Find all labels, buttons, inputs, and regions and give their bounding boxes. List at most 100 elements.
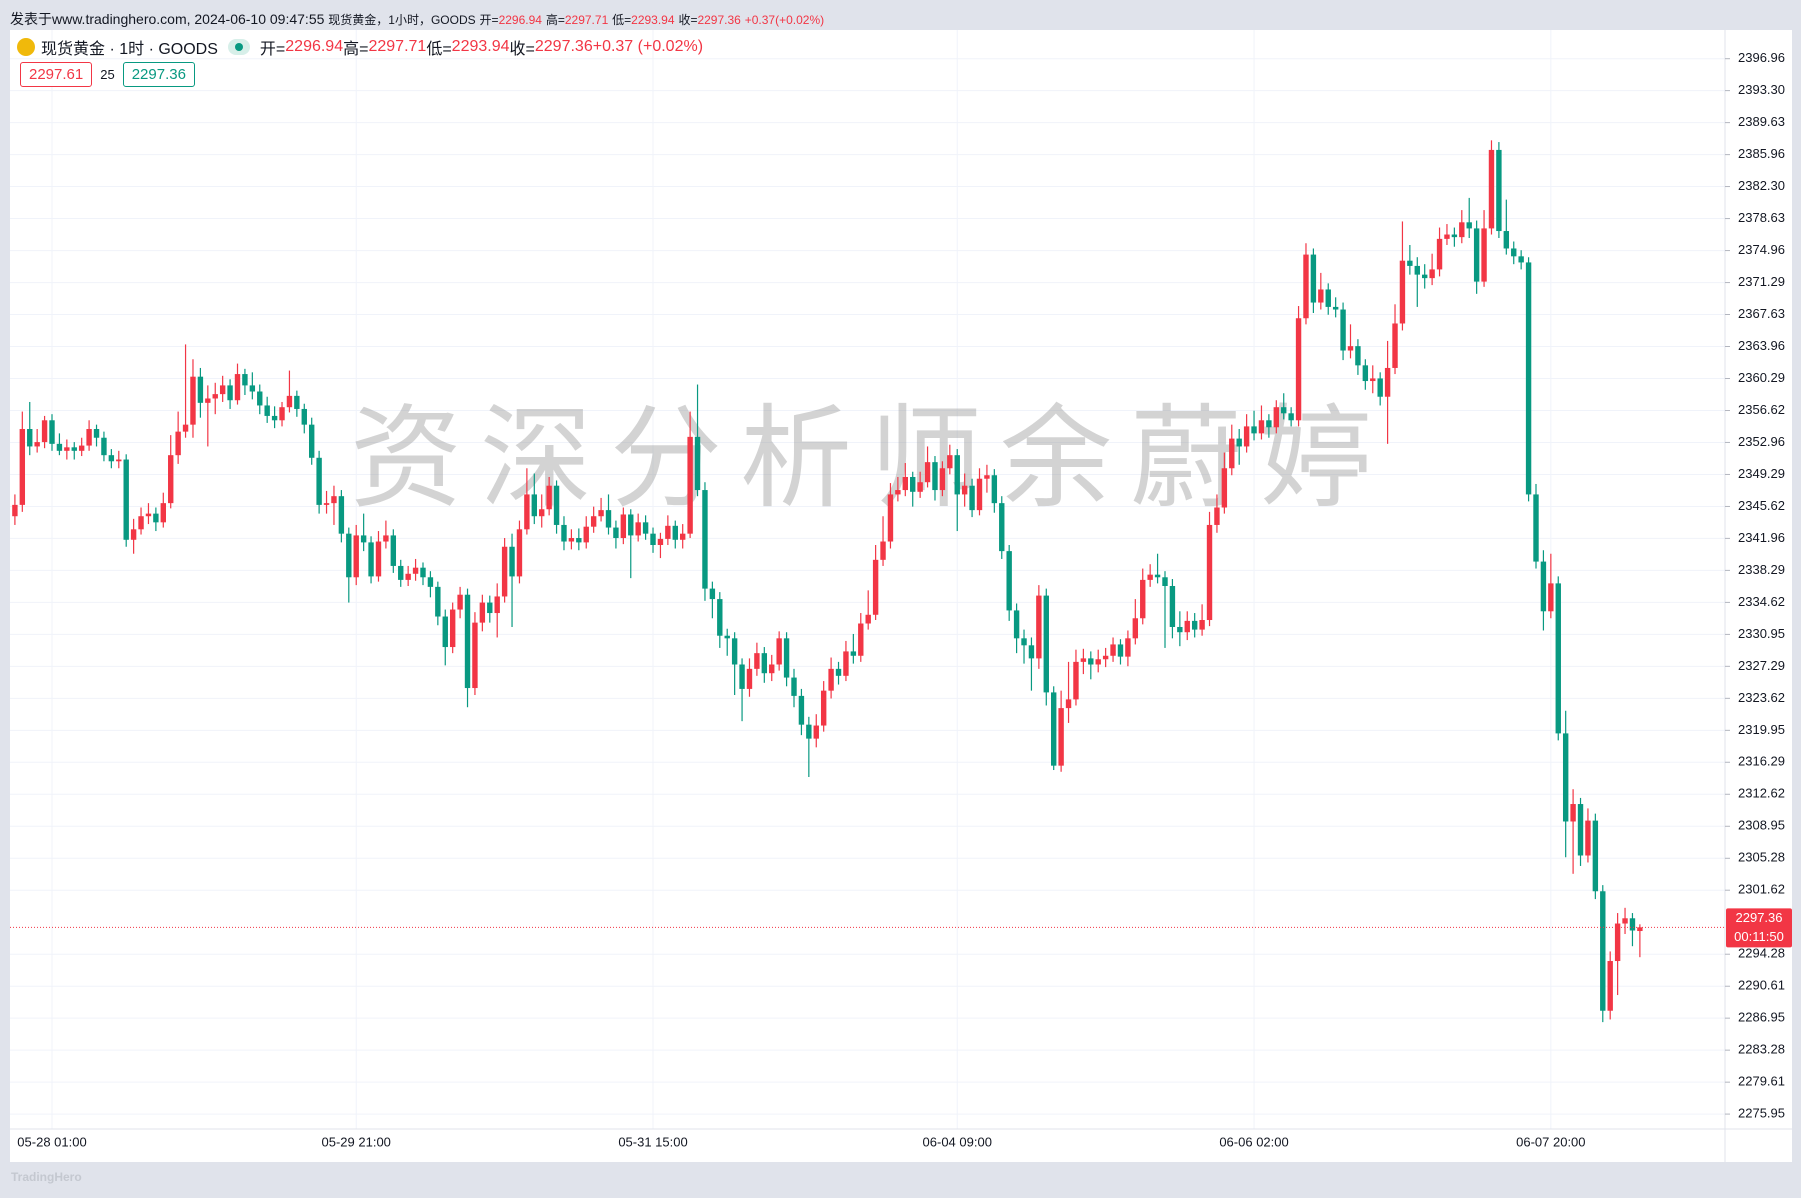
candle-body <box>1295 318 1302 421</box>
candle-body <box>516 529 523 577</box>
candle-body <box>1281 407 1287 414</box>
candle-body <box>680 533 686 540</box>
top-bar: 发表于www.tradinghero.com, 2024-06-10 09:47… <box>10 9 824 29</box>
candle-body <box>398 565 404 580</box>
y-tick-label: 2283.28 <box>1738 1042 1785 1057</box>
change: +0.37(+0.02%) <box>744 13 825 27</box>
ask-button[interactable]: 2297.36 <box>122 62 195 87</box>
candle-body <box>457 594 463 610</box>
candle-body <box>279 407 285 421</box>
y-tick-label: 2360.29 <box>1738 370 1785 385</box>
candle-body <box>665 525 671 539</box>
candle-body <box>769 664 775 674</box>
y-tick-label: 2308.95 <box>1738 818 1785 833</box>
candle-body <box>1169 585 1176 627</box>
y-tick-label: 2356.62 <box>1738 402 1785 417</box>
y-tick-label: 2396.96 <box>1738 50 1785 65</box>
candle-body <box>78 445 85 451</box>
candle-body <box>976 478 983 511</box>
last-price-label: 2297.36 <box>1736 910 1783 925</box>
candle-body <box>1540 561 1547 612</box>
bid-button[interactable]: 2297.61 <box>20 62 93 87</box>
order-buttons: 2297.61 25 2297.36 <box>20 62 195 87</box>
candle-body <box>613 527 619 539</box>
candle-body <box>234 374 241 401</box>
last-price-box <box>1726 908 1792 948</box>
candle-body <box>1199 620 1205 630</box>
candle-body <box>1607 961 1613 1011</box>
candle-body <box>316 457 322 505</box>
field-label: 开= <box>259 41 286 58</box>
candle-body <box>1140 579 1146 619</box>
candle-body <box>1511 248 1517 257</box>
symbol: 现货黄金，1小时，GOODS <box>328 13 476 27</box>
candle-body <box>1132 618 1139 639</box>
candle-body <box>301 408 307 425</box>
candle-body <box>1110 644 1116 656</box>
candle-body <box>1058 708 1064 766</box>
candle-body <box>1451 234 1458 238</box>
candle-body <box>420 567 426 578</box>
candle-body <box>1028 645 1035 659</box>
legend: 现货黄金 · 1时 · GOODS 开= 2296.94 高= 2297.71 低= 2… <box>17 35 703 59</box>
candle-body <box>34 442 40 447</box>
candle-body <box>41 420 48 443</box>
candle-body <box>932 462 938 491</box>
candle-body <box>1325 289 1331 307</box>
candle-body <box>1377 378 1383 397</box>
candle-body <box>1496 149 1502 232</box>
candle-body <box>694 436 701 491</box>
y-tick-label: 2371.29 <box>1738 274 1785 289</box>
candle-body <box>56 443 63 451</box>
candle-body <box>1036 595 1042 659</box>
candle-body <box>427 577 434 587</box>
candle-body <box>123 459 129 540</box>
y-tick-label: 2367.63 <box>1738 306 1785 321</box>
candle-body <box>880 541 886 560</box>
y-tick-label: 2352.96 <box>1738 434 1785 449</box>
y-tick-label: 2385.96 <box>1738 146 1785 161</box>
candle-body <box>1162 577 1168 586</box>
candle-body <box>49 420 55 444</box>
y-tick-label: 2279.61 <box>1738 1074 1785 1089</box>
y-tick-label: 2319.95 <box>1738 722 1785 737</box>
candle-body <box>850 651 857 656</box>
candle-body <box>843 651 849 676</box>
y-tick-label: 2323.62 <box>1738 690 1785 705</box>
candle-body <box>442 616 448 648</box>
candle-body <box>338 496 345 534</box>
y-tick-label: 2338.29 <box>1738 562 1785 577</box>
y-tick-label: 2374.96 <box>1738 242 1785 257</box>
symbol-icon <box>17 38 35 56</box>
candle-body <box>1310 254 1317 303</box>
candle-body <box>1422 274 1428 279</box>
candle-body <box>1399 260 1406 324</box>
candle-body <box>568 538 575 542</box>
candle-body <box>1006 551 1012 611</box>
y-tick-label: 2341.96 <box>1738 530 1785 545</box>
candle-body <box>605 510 612 528</box>
y-tick-label: 2349.29 <box>1738 466 1785 481</box>
candle-body <box>1088 658 1094 665</box>
field-label: 高= <box>545 13 565 27</box>
x-tick-label: 05-29 21:00 <box>322 1134 391 1149</box>
candle-body <box>153 513 159 523</box>
x-tick-label: 06-04 09:00 <box>923 1134 992 1149</box>
y-tick-label: 2393.30 <box>1738 82 1785 97</box>
candle-body <box>160 503 166 523</box>
candle-body <box>271 415 278 421</box>
candle-body <box>1318 289 1324 303</box>
field-value: 2297.36 <box>697 13 741 27</box>
candle-body <box>323 503 330 505</box>
candle-body <box>1177 626 1183 633</box>
candle-body <box>249 385 256 392</box>
candle-body <box>1637 927 1643 932</box>
candle-body <box>1392 323 1398 368</box>
candle-body <box>635 522 641 536</box>
candle-body <box>1503 231 1510 249</box>
symbol[interactable]: 现货黄金 · 1时 · GOODS <box>41 41 218 58</box>
candle-body <box>219 385 226 395</box>
candle-body <box>650 533 656 546</box>
y-tick-label: 2301.62 <box>1738 882 1785 897</box>
